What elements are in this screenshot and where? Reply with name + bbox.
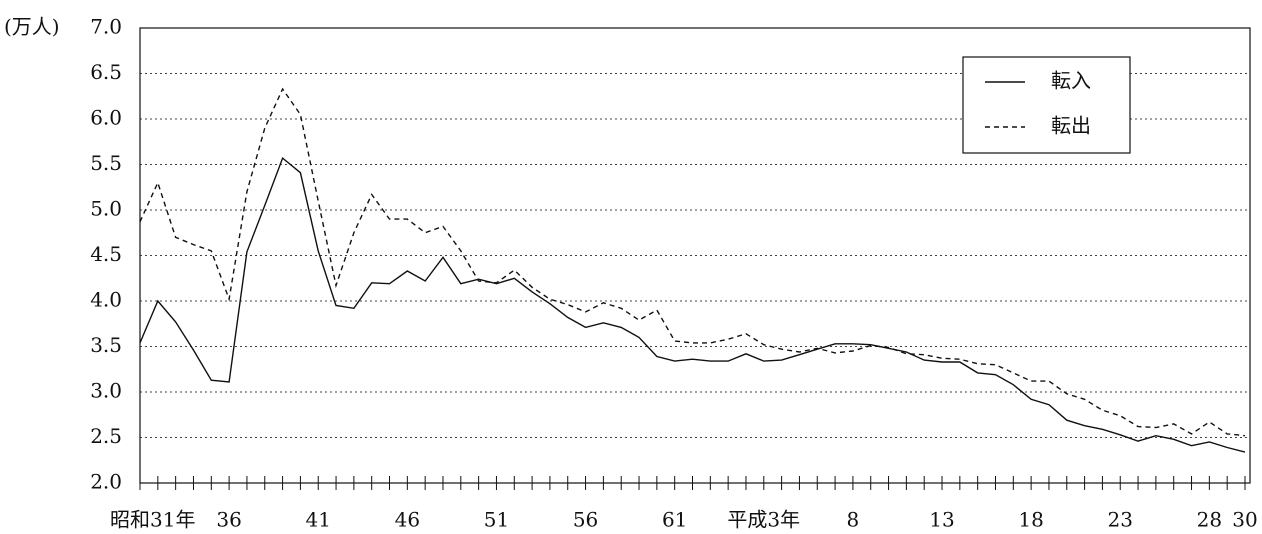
x-tick-label: 51	[484, 508, 509, 532]
y-tick-label: 2.5	[90, 424, 122, 448]
y-tick-label: 6.5	[90, 60, 122, 84]
x-tick-label: 46	[395, 508, 420, 532]
y-tick-label: 3.0	[90, 379, 122, 403]
legend-label: 転入	[1051, 69, 1091, 93]
x-tick-label: 56	[573, 508, 598, 532]
y-tick-label: 5.5	[90, 151, 122, 175]
x-tick-label: 平成3年	[727, 508, 800, 532]
x-tick-label: 41	[305, 508, 330, 532]
x-tick-label: 36	[216, 508, 241, 532]
y-tick-label: 5.0	[90, 197, 122, 221]
x-tick-label: 30	[1232, 508, 1257, 532]
y-tick-label: 6.0	[90, 106, 122, 130]
x-tick-label: 28	[1197, 508, 1222, 532]
y-tick-label: 7.0	[90, 15, 122, 39]
x-tick-label: 8	[847, 508, 860, 532]
x-tick-label: 13	[929, 508, 954, 532]
x-tick-label: 23	[1108, 508, 1133, 532]
x-tick-label: 18	[1018, 508, 1043, 532]
legend-label: 転出	[1051, 114, 1091, 138]
series-line	[139, 156, 1246, 453]
legend-box	[962, 56, 1131, 154]
x-tick-label: 昭和31年	[110, 508, 195, 532]
y-tick-label: 4.0	[90, 288, 122, 312]
x-tick-label: 61	[662, 508, 687, 532]
y-tick-label: 2.0	[90, 470, 122, 494]
y-tick-label: 3.5	[90, 333, 122, 357]
plot-frame	[139, 27, 1251, 484]
y-unit: (万人)	[4, 15, 60, 39]
y-tick-label: 4.5	[90, 242, 122, 266]
